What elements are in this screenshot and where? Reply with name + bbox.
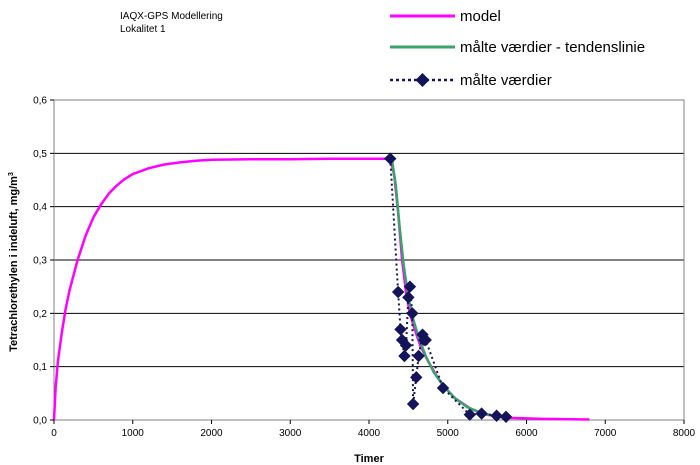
series-2-point-5 <box>399 339 413 352</box>
series-group <box>52 152 590 424</box>
y-tick-label-1: 0,1 <box>33 362 47 373</box>
axis-ticks: 0,0 0,1 0,2 0,3 0,4 0,5 0,6 0 1000 2000 3000 4000 50… <box>33 96 695 440</box>
series-2-point-16 <box>463 408 477 421</box>
x-tick-label-3: 3000 <box>279 428 302 439</box>
series-2-point-7 <box>403 280 417 293</box>
x-tick-label-5: 5000 <box>437 428 460 439</box>
series-2-point-4 <box>398 349 411 363</box>
legend-label-0: model <box>460 8 501 25</box>
legend-label-2: målte værdier <box>460 72 552 89</box>
x-tick-label-7: 7000 <box>594 428 617 439</box>
header-note-line1: IAQX-GPS Modellering <box>120 11 223 22</box>
y-tick-label-2: 0,2 <box>33 309 47 320</box>
y-axis-title-superscript: 3 <box>8 172 15 176</box>
x-tick-label-2: 2000 <box>200 428 223 439</box>
header-note-line2: Lokalitet 1 <box>120 24 166 35</box>
x-tick-label-4: 4000 <box>358 428 381 439</box>
grid-lines <box>54 152 684 368</box>
y-tick-label-0: 0,0 <box>33 416 47 427</box>
x-axis-title: Timer <box>354 453 384 465</box>
series-2-point-1 <box>391 285 405 299</box>
series-2-point-10 <box>410 371 423 384</box>
legend-label-1: målte værdier - tendenslinie <box>460 39 645 56</box>
series-0-line <box>52 157 590 421</box>
header-note: IAQX-GPS Modellering Lokalitet 1 <box>120 10 223 36</box>
series-2-point-9 <box>406 397 420 411</box>
series-2-point-15 <box>436 381 450 395</box>
legend-marker-2 <box>415 73 430 87</box>
series-2-point-14 <box>419 333 432 347</box>
series-2-point-2 <box>394 323 407 336</box>
x-tick-label-1: 1000 <box>122 428 145 439</box>
legend: model målte værdier - tendenslinie målte v… <box>390 8 645 89</box>
y-axis-title-main: Tetrachlorethylen i indeluft, mg/m <box>8 176 20 352</box>
series-0 <box>52 157 590 421</box>
series-2-point-11 <box>412 349 425 363</box>
series-2-point-8 <box>406 307 419 320</box>
y-axis-title: Tetrachlorethylen i indeluft, mg/m3 <box>8 172 20 352</box>
y-tick-label-4: 0,4 <box>33 202 47 213</box>
x-tick-label-8: 8000 <box>673 428 696 439</box>
y-tick-label-5: 0,5 <box>33 149 47 160</box>
x-tick-label-6: 6000 <box>515 428 538 439</box>
series-1-line <box>390 158 504 419</box>
series-2-point-17 <box>475 407 488 420</box>
y-tick-label-3: 0,3 <box>33 256 47 267</box>
x-tick-label-0: 0 <box>51 428 57 439</box>
series-2-point-0 <box>384 152 397 165</box>
series-2-point-18 <box>490 409 503 422</box>
series-2-point-6 <box>402 291 415 304</box>
series-1 <box>390 158 504 419</box>
series-2 <box>384 152 513 424</box>
y-tick-label-6: 0,6 <box>33 96 47 107</box>
series-2-point-19 <box>499 410 513 424</box>
